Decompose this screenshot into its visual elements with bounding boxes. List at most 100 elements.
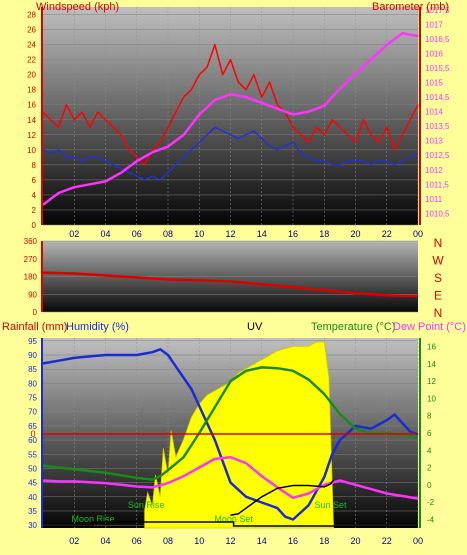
temperature-tick-labels: -4 -2 0 2 4 6 8 10 12 14 16	[427, 343, 436, 525]
barometer-line	[42, 31, 419, 206]
uv-axis-label: UV	[247, 321, 263, 333]
windspeed-tick-label: 8	[32, 161, 37, 170]
wind-time-tick-label: 16	[288, 229, 298, 239]
wind-time-tick-label: 00	[413, 229, 423, 239]
wind-time-tick-label: 18	[319, 229, 329, 239]
temperature-tick-label: 8	[427, 412, 432, 421]
temperature-time-tick-label: 08	[163, 536, 173, 546]
compass-label: N	[434, 306, 443, 320]
barometer-tick-label: 1017,5	[425, 6, 450, 15]
barometer-tick-label: 1011,5	[425, 180, 449, 189]
windspeed-tick-label: 16	[27, 101, 36, 110]
humidity-tick-label: 95	[28, 337, 37, 346]
humidity-temperature-series	[42, 348, 419, 521]
rainfall-marker-label: 0	[30, 429, 35, 439]
humidity-line	[42, 348, 419, 521]
humidity-tick-label: 55	[28, 450, 37, 459]
temperature-tick-label: -2	[427, 498, 435, 507]
windspeed-tick-label: 14	[27, 116, 36, 125]
temperature-tick-label: 12	[427, 377, 436, 386]
humidity-tick-label: 45	[28, 479, 37, 488]
wind-time-tick-label: 08	[163, 229, 173, 239]
windspeed-tick-label: 26	[27, 26, 36, 35]
temperature-time-tick-label: 14	[257, 536, 267, 546]
barometer-tick-label: 1011	[425, 195, 443, 204]
temperature-tick-label: 6	[427, 429, 432, 438]
dew-point-axis-label: Dew Point (°C)	[393, 321, 466, 333]
humidity-tick-label: 75	[28, 394, 37, 403]
uv-index-area	[144, 341, 335, 529]
wind-time-tick-label: 02	[69, 229, 79, 239]
temperature-tick-label: 2	[427, 464, 432, 473]
barometer-tick-label: 1015,5	[425, 64, 450, 73]
direction-tick-label: 180	[24, 273, 38, 282]
direction-tick-label: 90	[28, 290, 37, 299]
humidity-tick-label: 35	[28, 507, 37, 516]
temperature-time-tick-label: 06	[132, 536, 142, 546]
event-label: Sun Set	[314, 500, 347, 510]
temperature-time-tick-labels: 02 04 06 08 10 12 14 16 18 20 22 00	[69, 536, 423, 546]
barometer-tick-labels: 1010,5 1011 1011,5 1012 1012,5 1013 1013,5 1014…	[425, 6, 450, 218]
temperature-time-tick-label: 12	[225, 536, 235, 546]
windspeed-tick-label: 12	[27, 131, 36, 140]
humidity-tick-label: 30	[28, 521, 37, 530]
humidity-tick-label: 80	[28, 379, 37, 388]
humidity-tick-label: 65	[28, 422, 37, 431]
wind-time-tick-label: 12	[225, 229, 235, 239]
temperature-time-tick-label: 10	[194, 536, 204, 546]
temperature-tick-label: -4	[427, 515, 435, 524]
temperature-time-tick-label: 16	[288, 536, 298, 546]
wind-time-tick-label: 14	[257, 229, 267, 239]
barometer-tick-label: 1014,5	[425, 93, 450, 102]
direction-line	[42, 271, 419, 298]
humidity-tick-label: 85	[28, 365, 37, 374]
barometer-tick-label: 1015	[425, 79, 443, 88]
temperature-tick-label: 14	[427, 360, 436, 369]
temperature-time-tick-label: 04	[100, 536, 110, 546]
direction-tick-label: 360	[24, 237, 38, 246]
sun-moon-events: Moon Rise Sun Rise Moon Set Sun Set	[43, 500, 418, 527]
direction-tick-label: 270	[24, 255, 38, 264]
temperature-tick-label: 16	[427, 343, 436, 352]
wind-line	[42, 43, 419, 166]
wind-time-tick-label: 20	[350, 229, 360, 239]
direction-tick-labels: 0 90 180 270 360	[24, 237, 38, 317]
humidity-tick-label: 60	[28, 436, 37, 445]
moon-visibility-line	[43, 521, 418, 527]
humidity-tick-label: 90	[28, 351, 37, 360]
direction-tick-label: 0	[33, 308, 38, 317]
barometer-tick-label: 1012,5	[425, 151, 450, 160]
compass-label: S	[434, 271, 442, 285]
windspeed-tick-label: 28	[27, 11, 36, 20]
wind-time-tick-label: 06	[132, 229, 142, 239]
event-label: Moon Rise	[71, 514, 114, 524]
temperature-time-tick-label: 18	[319, 536, 329, 546]
direction-series	[42, 271, 419, 298]
windspeed-tick-label: 2	[32, 206, 37, 215]
barometer-tick-label: 1013	[425, 137, 443, 146]
windspeed-tick-label: 0	[32, 221, 37, 230]
windspeed-tick-label: 18	[27, 86, 36, 95]
wind-time-tick-labels: 02 04 06 08 10 12 14 16 18 20 22 00	[69, 229, 423, 239]
temperature-tick-label: 4	[427, 446, 432, 455]
barometer-tick-label: 1013,5	[425, 122, 450, 131]
wind-time-tick-label: 04	[100, 229, 110, 239]
humidity-axis-label: Humidity (%)	[66, 321, 129, 333]
humidity-tick-label: 50	[28, 464, 37, 473]
compass-label: E	[434, 289, 442, 303]
wind-time-tick-label: 10	[194, 229, 204, 239]
humidity-tick-label: 70	[28, 408, 37, 417]
barometer-tick-label: 1012	[425, 166, 443, 175]
barometer-tick-label: 1014	[425, 108, 443, 117]
rainfall-axis-label: Rainfall (mm)	[2, 321, 67, 333]
barometer-tick-label: 1016,5	[425, 35, 450, 44]
temperature-time-tick-label: 02	[69, 536, 79, 546]
temperature-time-tick-label: 20	[350, 536, 360, 546]
barometer-tick-label: 1017	[425, 20, 443, 29]
windspeed-tick-label: 24	[27, 41, 36, 50]
